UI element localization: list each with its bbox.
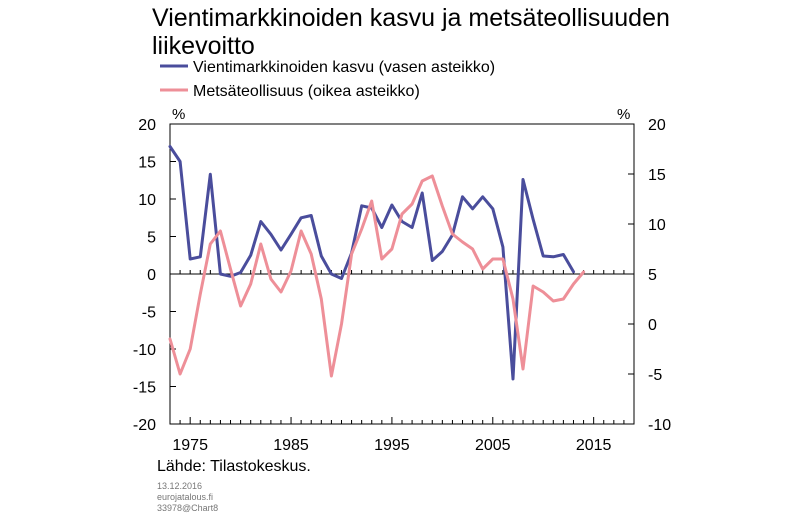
legend-label-series-2: Metsäteollisuus (oikea asteikko) (193, 83, 420, 100)
axes-layer: 1975 1985 1995 2005 201520151050-5-10-15-202… (133, 117, 671, 454)
left-y-tick-label: 0 (147, 267, 156, 284)
x-tick-label: 2005 (475, 437, 511, 454)
legend-label-series-1: Vientimarkkinoiden kasvu (vasen asteikko… (193, 59, 495, 76)
meta-site: eurojatalous.fi (157, 492, 214, 502)
left-y-tick-label: -5 (142, 305, 156, 322)
right-y-tick-label: 0 (648, 317, 657, 334)
right-y-tick-label: -5 (648, 367, 662, 384)
right-y-tick-label: 20 (648, 117, 666, 134)
left-y-tick-label: 15 (138, 155, 156, 172)
left-y-tick-label: 10 (138, 192, 156, 209)
left-y-tick-label: 5 (147, 230, 156, 247)
left-y-tick-label: -15 (133, 380, 156, 397)
right-y-tick-label: 10 (648, 217, 666, 234)
series-line-1 (168, 145, 575, 381)
right-axis-unit: % (617, 106, 630, 123)
right-y-tick-label: 5 (648, 267, 657, 284)
x-tick-label: 2015 (576, 437, 612, 454)
left-y-tick-label: 20 (138, 117, 156, 134)
meta-chart-id: 33978@Chart8 (157, 503, 219, 513)
meta-block: 13.12.2016 eurojatalous.fi 33978@Chart8 (157, 481, 218, 514)
x-tick-label: 1985 (273, 437, 309, 454)
series-line-2 (168, 174, 586, 378)
x-tick-label: 1995 (374, 437, 410, 454)
source-note: Lähde: Tilastokeskus. (157, 458, 311, 475)
left-y-tick-label: -10 (133, 342, 156, 359)
legend: Vientimarkkinoiden kasvu (vasen asteikko… (160, 59, 495, 100)
right-y-tick-label: -10 (648, 417, 671, 434)
lines-layer (168, 145, 586, 381)
left-y-tick-label: -20 (133, 417, 156, 434)
chart-title: Vientimarkkinoiden kasvu ja metsäteollis… (152, 4, 670, 60)
right-y-tick-label: 15 (648, 167, 666, 184)
left-axis-unit: % (172, 106, 185, 123)
x-tick-label: 1975 (172, 437, 208, 454)
meta-date: 13.12.2016 (157, 481, 203, 491)
